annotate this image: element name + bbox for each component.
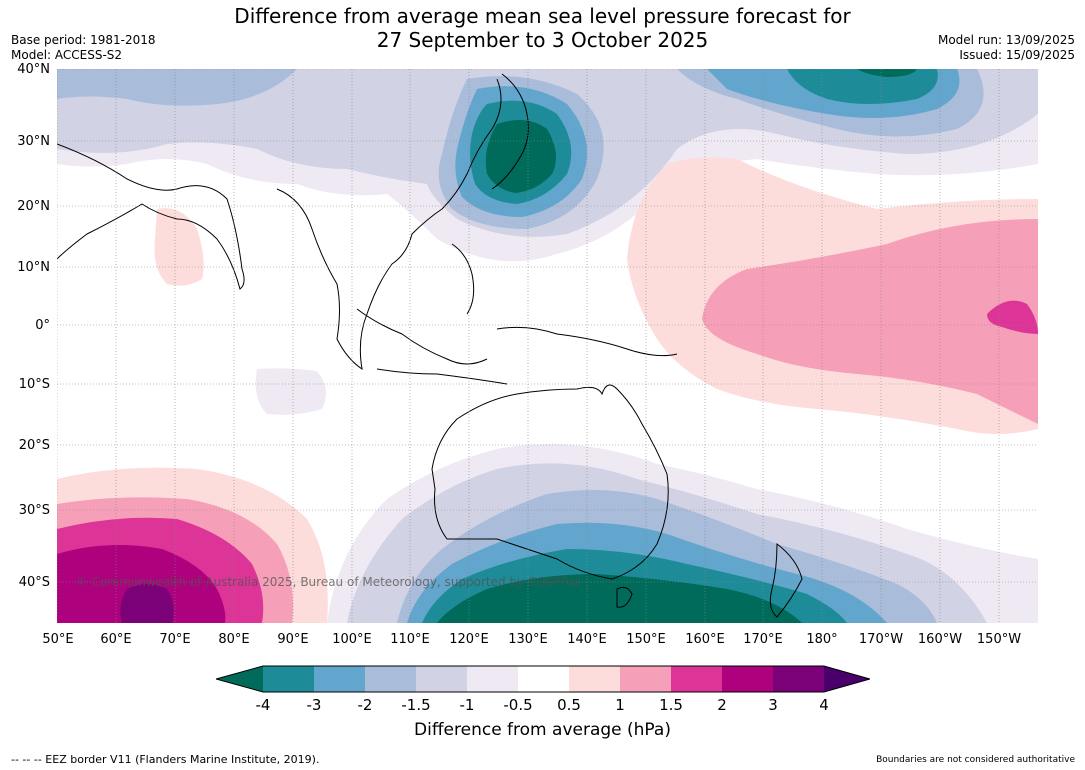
lon-label-130e: 130°E <box>508 632 548 647</box>
coastline-south-asia <box>57 143 245 290</box>
contour-m1-m05-small <box>255 368 326 415</box>
colorbar-swatch-m3-m2 <box>314 666 365 692</box>
pressure-anomaly-map: © Commonwealth of Australia 2025, Bureau… <box>57 69 1038 623</box>
contour-05-1-indian <box>154 208 204 286</box>
lon-label-90e: 90°E <box>277 632 309 647</box>
copyright-notice: © Commonwealth of Australia 2025, Bureau… <box>76 575 581 589</box>
lon-label-150e: 150°E <box>626 632 666 647</box>
coastline-tasmania <box>616 586 633 608</box>
lat-label-40n: 40°N <box>17 62 50 77</box>
colorbar-swatch-3-4 <box>773 666 824 692</box>
lat-label-30s: 30°S <box>18 503 50 518</box>
colorbar-swatch-15-2 <box>671 666 722 692</box>
contour-3-4-south <box>120 584 174 623</box>
lat-label-20n: 20°N <box>17 199 50 214</box>
contour-lt-m4-south <box>437 574 802 623</box>
title-line-2: 27 September to 3 October 2025 <box>376 28 709 52</box>
colorbar-swatch-m2-m15 <box>365 666 416 692</box>
colorbar-swatch-m05-05 <box>518 666 569 692</box>
lon-label-140e: 140°E <box>567 632 607 647</box>
colorbar-swatch-2-3 <box>722 666 773 692</box>
lat-label-20s: 20°S <box>18 438 50 453</box>
contour-m4-m3-pacific <box>787 69 938 104</box>
lon-label-100e: 100°E <box>332 632 372 647</box>
colorbar-swatch-m1-m05 <box>467 666 518 692</box>
graticule <box>57 69 1038 623</box>
coastline-java <box>376 368 508 385</box>
colorbar-tick-m2: -2 <box>357 696 373 714</box>
contour-1-15 <box>702 219 1038 424</box>
boundary-disclaimer: Boundaries are not considered authoritat… <box>876 755 1075 765</box>
title-line-1: Difference from average mean sea level p… <box>234 4 851 28</box>
colorbar-swatch-m15-m1 <box>416 666 467 692</box>
colorbar-swatch-lt-m4 <box>216 666 263 692</box>
colorbar-swatch-m4-m3 <box>263 666 314 692</box>
contour-2-3-south <box>57 545 226 623</box>
colorbar-tick-m1: -1 <box>459 696 475 714</box>
coastline-australia <box>431 384 669 580</box>
coastline-philippines <box>451 243 475 315</box>
issued-date: Issued: 15/09/2025 <box>959 48 1075 62</box>
contour-m2-m15-west <box>57 69 297 106</box>
coastline-japan <box>491 73 529 190</box>
chart-title: Difference from average mean sea level p… <box>0 4 1085 52</box>
lon-label-160e: 160°E <box>685 632 725 647</box>
colorbar-tick-m4: -4 <box>255 696 271 714</box>
model-run: Model run: 13/09/2025 <box>937 33 1075 47</box>
colorbar <box>216 665 870 693</box>
colorbar-label: Difference from average (hPa) <box>414 720 671 740</box>
base-period: Base period: 1981-2018 <box>11 33 156 47</box>
colorbar-tick-m15: -1.5 <box>401 696 431 714</box>
contour-15-2 <box>987 300 1038 334</box>
lat-label-10n: 10°N <box>17 260 50 275</box>
eez-border-note: -- -- -- EEZ border V11 (Flanders Marine… <box>11 753 320 766</box>
positive-anomaly-pacific <box>154 157 1038 434</box>
coastline-sumatra-borneo <box>356 308 488 365</box>
meta-right: Model run: 13/09/2025 Issued: 15/09/2025 <box>938 33 1075 63</box>
lon-label-170e: 170°E <box>743 632 783 647</box>
colorbar-tick-1: 1 <box>615 696 625 714</box>
lon-label-150w: 150°W <box>976 632 1022 647</box>
colorbar-tick-3: 3 <box>768 696 778 714</box>
negative-anomaly-north <box>57 69 1038 262</box>
meta-left: Base period: 1981-2018 Model: ACCESS-S2 <box>11 33 156 63</box>
colorbar-swatch-05-1 <box>569 666 620 692</box>
lon-label-180: 180° <box>806 632 838 647</box>
coastlines <box>57 73 803 618</box>
colorbar-tick-m05: -0.5 <box>503 696 533 714</box>
lon-label-160w: 160°W <box>917 632 963 647</box>
colorbar-tick-15: 1.5 <box>659 696 683 714</box>
colorbar-tick-05: 0.5 <box>557 696 581 714</box>
coastline-southeast-asia <box>276 78 502 371</box>
colorbar-tick-2: 2 <box>717 696 727 714</box>
colorbar-swatch-1-15 <box>620 666 671 692</box>
lon-label-70e: 70°E <box>159 632 191 647</box>
lon-label-50e: 50°E <box>42 632 74 647</box>
colorbar-outline <box>216 665 870 693</box>
lon-label-80e: 80°E <box>218 632 250 647</box>
lat-label-10s: 10°S <box>18 377 50 392</box>
lat-label-30n: 30°N <box>17 134 50 149</box>
lat-label-40s: 40°S <box>18 575 50 590</box>
colorbar-tick-4: 4 <box>819 696 829 714</box>
colorbar-swatch-gt-4 <box>824 666 870 692</box>
coastline-new-zealand <box>769 542 803 618</box>
lon-label-120e: 120°E <box>449 632 489 647</box>
contour-lt-m4-pacific <box>857 69 917 77</box>
lon-label-170w: 170°W <box>858 632 904 647</box>
lon-label-110e: 110°E <box>390 632 430 647</box>
model-name: Model: ACCESS-S2 <box>11 48 123 62</box>
lat-label-0: 0° <box>35 318 50 333</box>
lon-label-60e: 60°E <box>100 632 132 647</box>
colorbar-tick-m3: -3 <box>306 696 322 714</box>
